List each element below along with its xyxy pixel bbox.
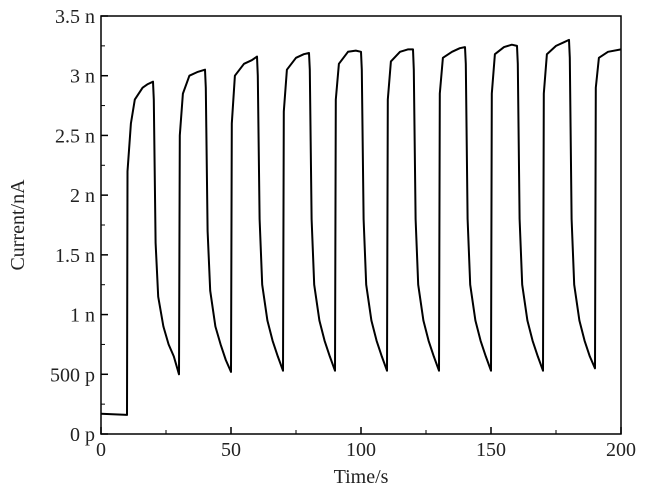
x-tick-label: 0 (96, 439, 106, 461)
x-tick-label: 100 (346, 439, 376, 461)
y-tick-label: 0 p (70, 424, 95, 446)
y-tick-label: 500 p (50, 364, 95, 386)
y-tick-label: 1 n (70, 305, 95, 327)
x-tick-label: 150 (476, 439, 506, 461)
x-tick-label: 50 (221, 439, 241, 461)
y-axis-label: Current/nA (7, 179, 29, 271)
y-tick-label: 3 n (70, 66, 95, 88)
series-line (100, 38, 622, 416)
x-axis-label: Time/s (334, 466, 389, 488)
y-axis-ticks: 0 p 500 p 1 n 1.5 n 2 n 2.5 n 3 n 3.5 n (50, 6, 108, 446)
y-tick-label: 2 n (70, 185, 95, 207)
y-tick-label: 2.5 n (55, 125, 95, 147)
y-tick-label: 3.5 n (55, 6, 95, 28)
x-axis-ticks: 0 50 100 150 200 (96, 427, 636, 461)
y-tick-label: 1.5 n (55, 245, 95, 267)
x-tick-label: 200 (606, 439, 636, 461)
